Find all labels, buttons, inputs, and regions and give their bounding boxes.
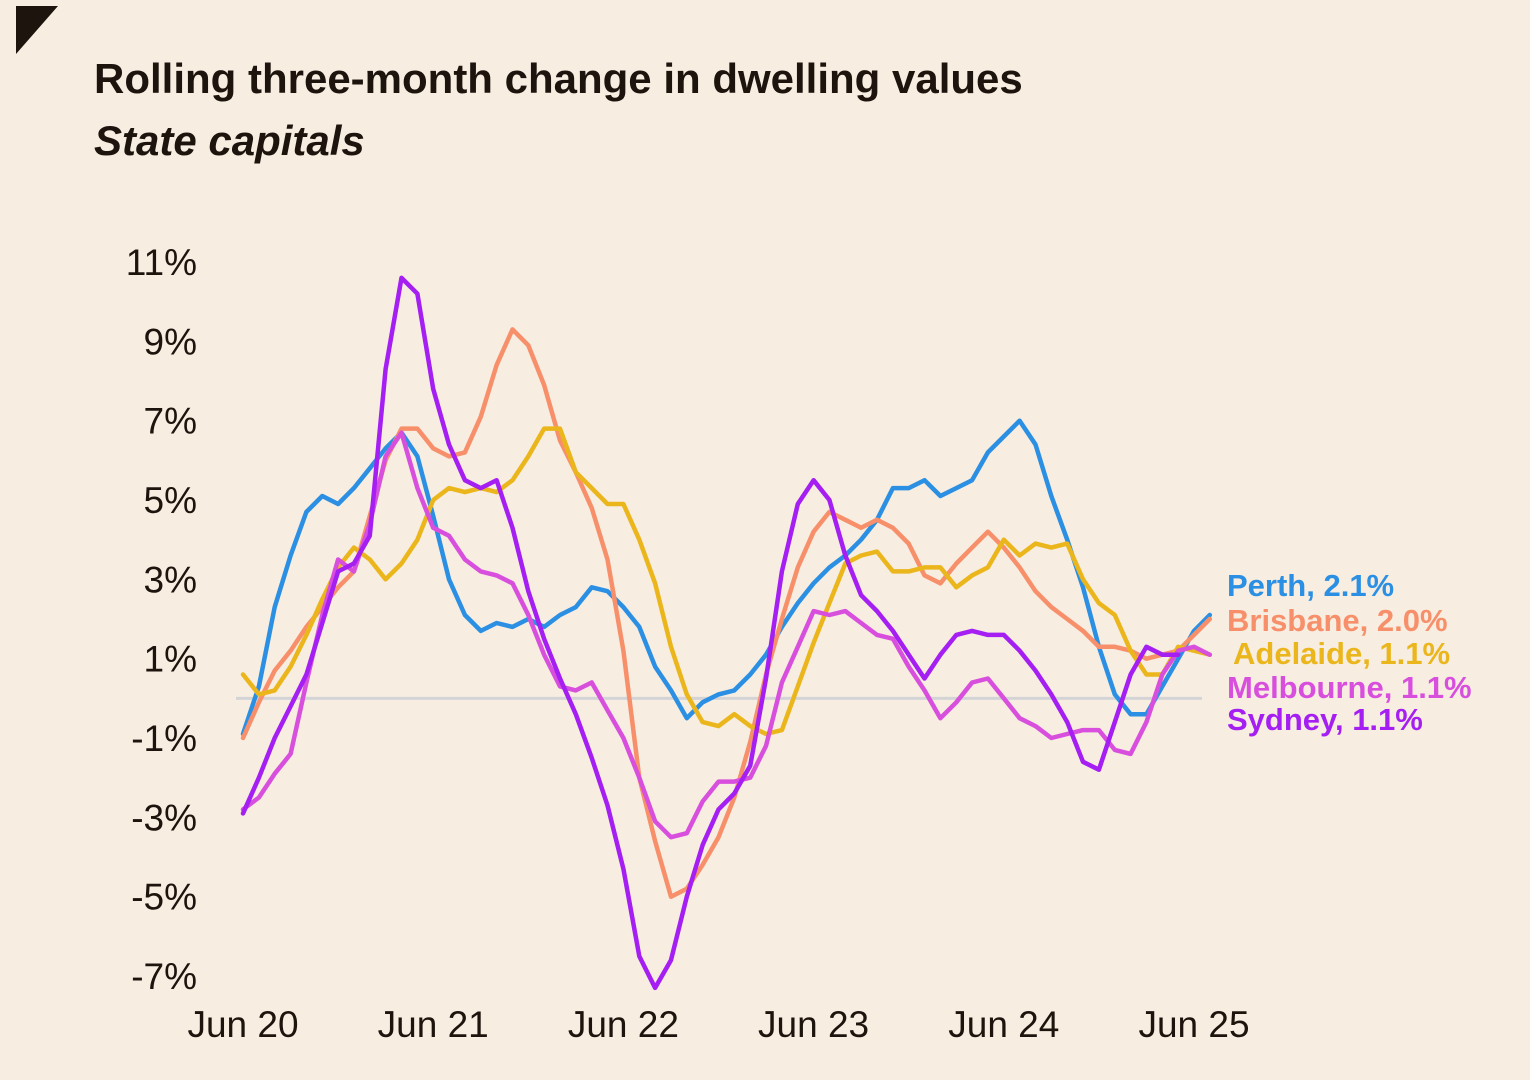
x-tick-label: Jun 24	[948, 1004, 1059, 1045]
series-line-brisbane	[240, 327, 1213, 899]
x-tick-label: Jun 20	[187, 1004, 298, 1045]
y-tick-label: 1%	[144, 639, 197, 680]
series-line-adelaide	[240, 426, 1213, 737]
corner-mark-icon	[16, 6, 58, 54]
end-label-melbourne: Melbourne, 1.1%	[1227, 670, 1472, 705]
end-label-adelaide: Adelaide, 1.1%	[1233, 636, 1450, 671]
y-tick-label: 11%	[126, 242, 197, 283]
x-tick-label: Jun 22	[568, 1004, 679, 1045]
end-label-perth: Perth, 2.1%	[1227, 568, 1394, 603]
x-tick-label: Jun 23	[758, 1004, 869, 1045]
end-label-brisbane: Brisbane, 2.0%	[1227, 603, 1448, 638]
y-tick-label: -5%	[131, 877, 197, 918]
chart-subtitle: State capitals	[94, 117, 365, 164]
y-tick-label: 3%	[144, 559, 197, 600]
y-tick-label: -1%	[131, 718, 197, 759]
y-tick-label: -7%	[131, 956, 197, 997]
y-tick-label: -3%	[131, 797, 197, 838]
y-tick-label: 5%	[144, 480, 197, 521]
x-tick-label: Jun 25	[1138, 1004, 1249, 1045]
x-tick-label: Jun 21	[378, 1004, 489, 1045]
y-tick-label: 7%	[144, 401, 197, 442]
chart-title: Rolling three-month change in dwelling v…	[94, 55, 1023, 102]
end-label-sydney: Sydney, 1.1%	[1227, 702, 1423, 737]
series-line-sydney	[240, 275, 1181, 991]
series-line-melbourne	[240, 430, 1213, 840]
y-tick-label: 9%	[144, 321, 197, 362]
